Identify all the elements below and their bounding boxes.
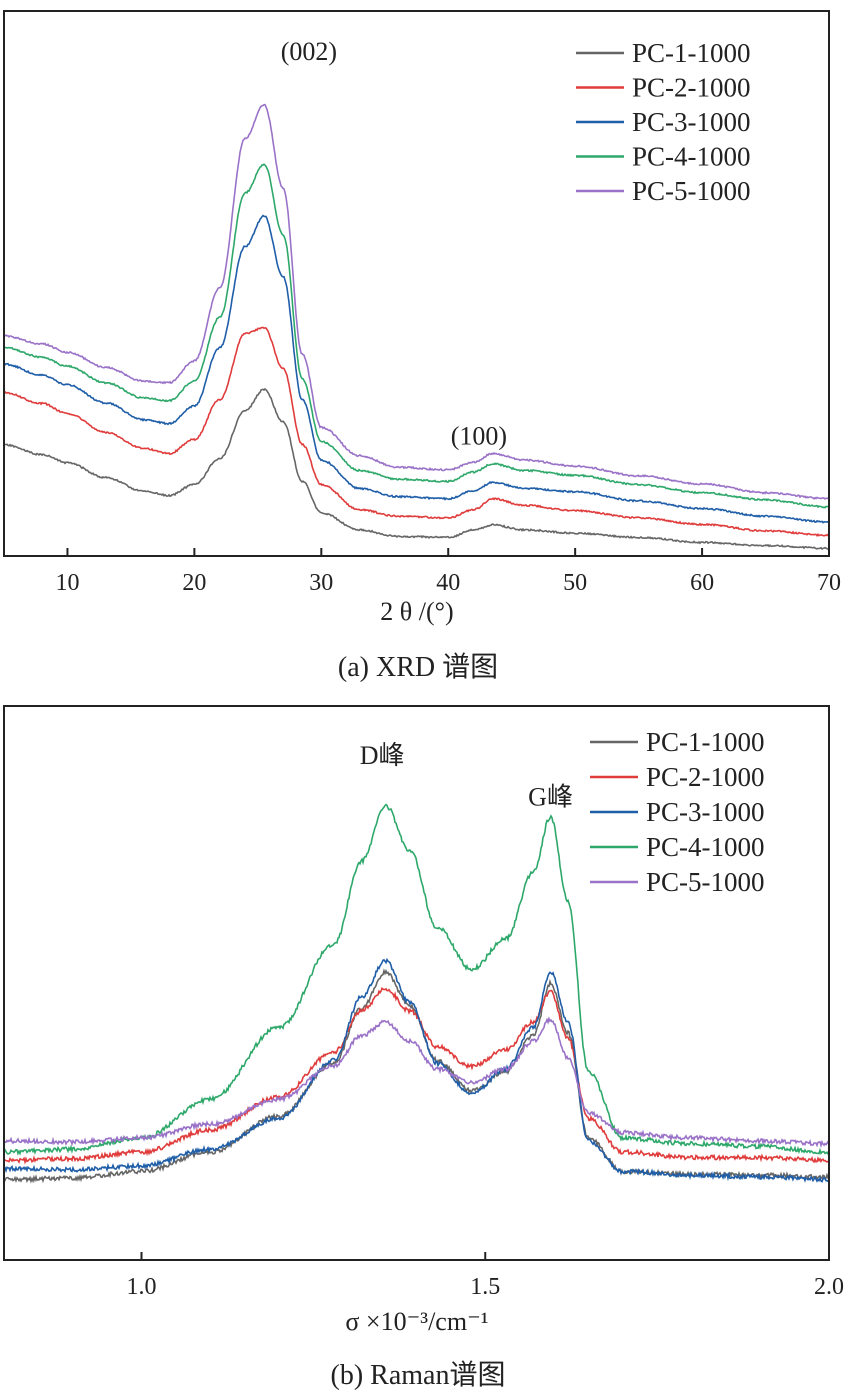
legend-label: PC-5-1000 [632,176,751,206]
legend-label: PC-1-1000 [632,38,751,68]
raman-x-axis-label: σ ×10⁻³/cm⁻¹ [345,1307,488,1336]
xrd-x-axis-label: 2 θ /(°) [380,597,453,626]
raman-annotations: D峰 G峰 [360,741,573,812]
raman-plot-frame [3,705,830,1261]
legend-label: PC-3-1000 [632,107,751,137]
xrd-annotations: (002) (100) [281,37,507,450]
xrd-plot-frame [3,10,830,557]
series-line-pc-1-1000 [5,387,828,551]
series-line-pc-4-1000 [5,163,828,509]
series-line-pc-2-1000 [5,986,828,1165]
xrd-caption: (a) XRD 谱图 [338,651,498,683]
x-tick-label: 2.0 [814,1274,844,1300]
legend-label: PC-1-1000 [646,727,765,757]
xrd-legend: PC-1-1000 PC-2-1000 PC-3-1000 PC-4-1000 PC-5… [576,38,751,206]
raman-series-lines [5,803,828,1184]
x-tick-label: 1.5 [470,1274,500,1300]
raman-panel: 1.0 1.5 2.0 D峰 G峰 PC-1-1000 PC-2-1000 PC-3-10… [3,705,844,1391]
series-line-pc-2-1000 [5,326,828,538]
legend-label: PC-5-1000 [646,867,765,897]
x-tick-label: 50 [563,570,587,596]
series-line-pc-1-1000 [5,968,828,1184]
xrd-x-ticks: 10 20 30 40 50 60 70 [55,548,841,596]
x-tick-label: 30 [309,570,333,596]
legend-label: PC-2-1000 [646,762,765,792]
series-line-pc-5-1000 [5,1016,828,1149]
raman-x-ticks: 1.0 1.5 2.0 [127,1252,844,1300]
peak-annotation: (100) [451,421,507,450]
series-line-pc-5-1000 [5,103,828,500]
raman-legend: PC-1-1000 PC-2-1000 PC-3-1000 PC-4-1000 PC-5… [590,727,765,897]
x-tick-label: 70 [817,570,841,596]
x-tick-label: 10 [55,570,79,596]
legend-label: PC-4-1000 [632,142,751,172]
legend-label: PC-2-1000 [632,73,751,103]
xrd-panel: 10 20 30 40 50 60 70 (002) (100) PC-1-1000 PC-2-… [3,10,841,683]
xrd-series-lines [5,103,828,551]
series-line-pc-3-1000 [5,214,828,524]
peak-annotation: G峰 [528,783,573,812]
peak-annotation: D峰 [360,741,405,770]
x-tick-label: 40 [436,570,460,596]
legend-label: PC-3-1000 [646,797,765,827]
x-tick-label: 20 [182,570,206,596]
legend-label: PC-4-1000 [646,832,765,862]
x-tick-label: 60 [690,570,714,596]
raman-caption: (b) Raman谱图 [331,1359,506,1391]
series-line-pc-3-1000 [5,957,828,1183]
x-tick-label: 1.0 [127,1274,157,1300]
peak-annotation: (002) [281,37,337,66]
